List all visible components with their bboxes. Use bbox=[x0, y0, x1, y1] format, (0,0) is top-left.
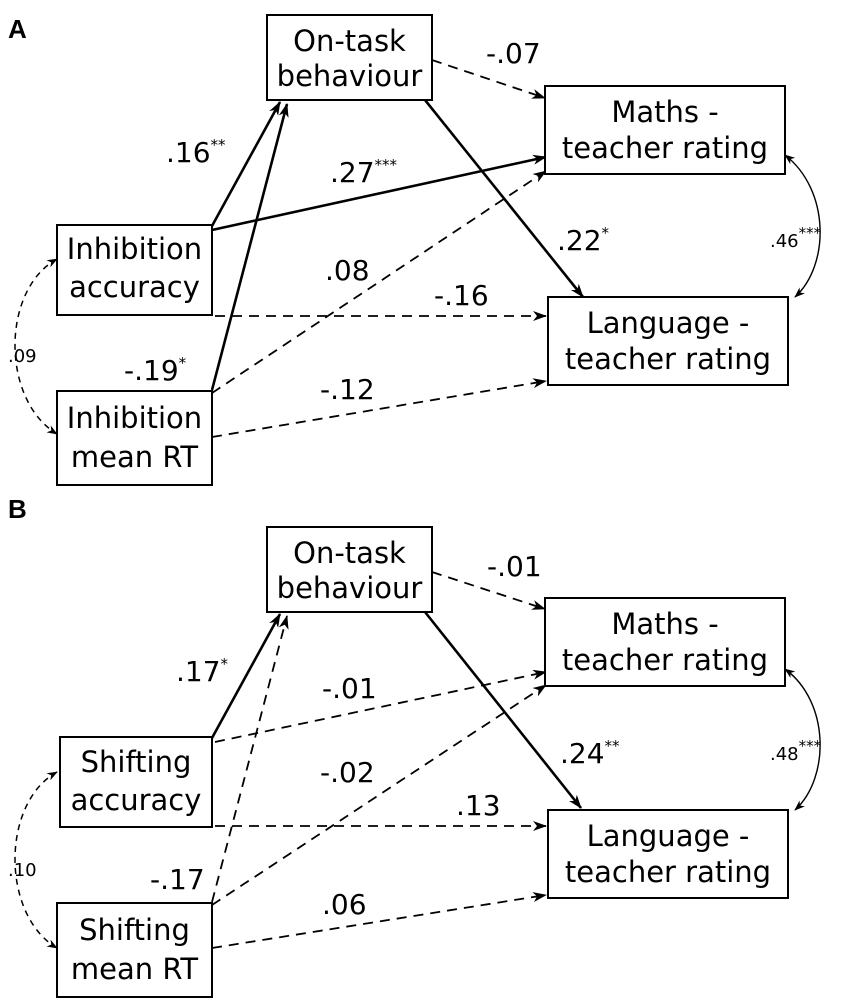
node-b-language: Language - teacher rating bbox=[547, 809, 789, 899]
path-a-rt-language bbox=[211, 378, 547, 438]
svg-text:On-task: On-task bbox=[293, 24, 406, 58]
svg-text:behaviour: behaviour bbox=[277, 571, 423, 605]
node-a-maths: Maths - teacher rating bbox=[544, 85, 786, 175]
svg-text:Maths -: Maths - bbox=[611, 607, 718, 641]
path-a-ontask-maths bbox=[431, 59, 546, 99]
panel-a: A On-task behaviour Maths - teacher rati… bbox=[8, 14, 822, 486]
node-b-accuracy: Shifting accuracy bbox=[59, 736, 213, 828]
node-b-rt: Shifting mean RT bbox=[56, 902, 213, 998]
svg-text:teacher rating: teacher rating bbox=[562, 131, 768, 165]
coef-b-rt-ontask: -.17 bbox=[150, 863, 205, 896]
svg-text:Language -: Language - bbox=[587, 306, 750, 340]
coef-a-ontask-language: .22* bbox=[557, 224, 610, 257]
coef-b-outcome-correlation: .48*** bbox=[770, 737, 822, 765]
path-a-accuracy-maths bbox=[211, 154, 547, 232]
coef-a-accuracy-language: -.16 bbox=[434, 279, 489, 312]
node-b-maths: Maths - teacher rating bbox=[544, 597, 786, 687]
path-b-rt-ontask bbox=[211, 615, 289, 903]
svg-text:Language -: Language - bbox=[587, 819, 750, 853]
correlation-b-outcomes bbox=[784, 668, 821, 811]
coef-b-ontask-maths: -.01 bbox=[487, 550, 542, 583]
svg-text:Shifting: Shifting bbox=[81, 745, 192, 779]
path-a-rt-ontask bbox=[210, 103, 289, 391]
svg-text:Inhibition: Inhibition bbox=[67, 401, 202, 435]
node-a-accuracy: Inhibition accuracy bbox=[56, 224, 213, 316]
path-b-ontask-language bbox=[423, 611, 583, 809]
svg-text:On-task: On-task bbox=[293, 536, 406, 570]
correlation-a-predictors bbox=[14, 258, 58, 435]
correlation-a-outcomes bbox=[784, 154, 821, 298]
svg-text:Shifting: Shifting bbox=[79, 913, 190, 947]
svg-text:mean RT: mean RT bbox=[71, 440, 199, 474]
svg-text:teacher rating: teacher rating bbox=[565, 855, 771, 889]
coef-b-accuracy-language: .13 bbox=[456, 789, 501, 822]
coef-a-rt-language: -.12 bbox=[320, 373, 375, 406]
svg-text:Maths -: Maths - bbox=[611, 95, 718, 129]
coef-a-predictor-correlation: .09 bbox=[8, 346, 37, 367]
node-a-on-task: On-task behaviour bbox=[266, 14, 433, 101]
coef-b-accuracy-ontask: .17* bbox=[176, 655, 229, 688]
svg-text:Inhibition: Inhibition bbox=[67, 232, 202, 266]
path-b-rt-language bbox=[211, 892, 547, 949]
node-a-rt: Inhibition mean RT bbox=[56, 390, 213, 486]
coef-b-rt-maths: -.02 bbox=[320, 756, 375, 789]
correlation-b-predictors bbox=[14, 771, 58, 949]
path-a-accuracy-ontask bbox=[210, 101, 282, 227]
panel-label-b: B bbox=[8, 494, 27, 524]
coef-a-rt-ontask: -.19* bbox=[124, 354, 187, 387]
svg-text:teacher rating: teacher rating bbox=[562, 643, 768, 677]
coef-a-outcome-correlation: .46*** bbox=[770, 224, 822, 252]
coef-b-accuracy-maths: -.01 bbox=[322, 672, 377, 705]
coef-b-rt-language: .06 bbox=[322, 888, 367, 921]
svg-text:mean RT: mean RT bbox=[71, 952, 199, 986]
coef-a-rt-maths: .08 bbox=[325, 254, 370, 287]
coef-a-ontask-maths: -.07 bbox=[486, 37, 541, 70]
svg-text:behaviour: behaviour bbox=[277, 59, 423, 93]
coef-b-ontask-language: .24** bbox=[560, 737, 620, 770]
coef-a-accuracy-maths: .27*** bbox=[330, 156, 398, 189]
path-b-accuracy-ontask bbox=[210, 613, 282, 739]
node-b-on-task: On-task behaviour bbox=[266, 526, 433, 613]
panel-label-a: A bbox=[8, 14, 27, 44]
coef-b-predictor-correlation: .10 bbox=[8, 860, 37, 881]
path-b-ontask-maths bbox=[431, 571, 546, 610]
node-a-language: Language - teacher rating bbox=[547, 296, 789, 386]
path-b-accuracy-maths bbox=[214, 669, 547, 743]
svg-text:accuracy: accuracy bbox=[69, 270, 200, 304]
panel-b: B On-task behaviour Maths - teacher rati… bbox=[8, 494, 822, 998]
coef-a-accuracy-ontask: .16** bbox=[166, 136, 226, 169]
svg-text:accuracy: accuracy bbox=[71, 783, 202, 817]
svg-text:teacher rating: teacher rating bbox=[565, 342, 771, 376]
path-a-rt-maths bbox=[211, 170, 547, 394]
path-a-ontask-language bbox=[423, 99, 585, 298]
